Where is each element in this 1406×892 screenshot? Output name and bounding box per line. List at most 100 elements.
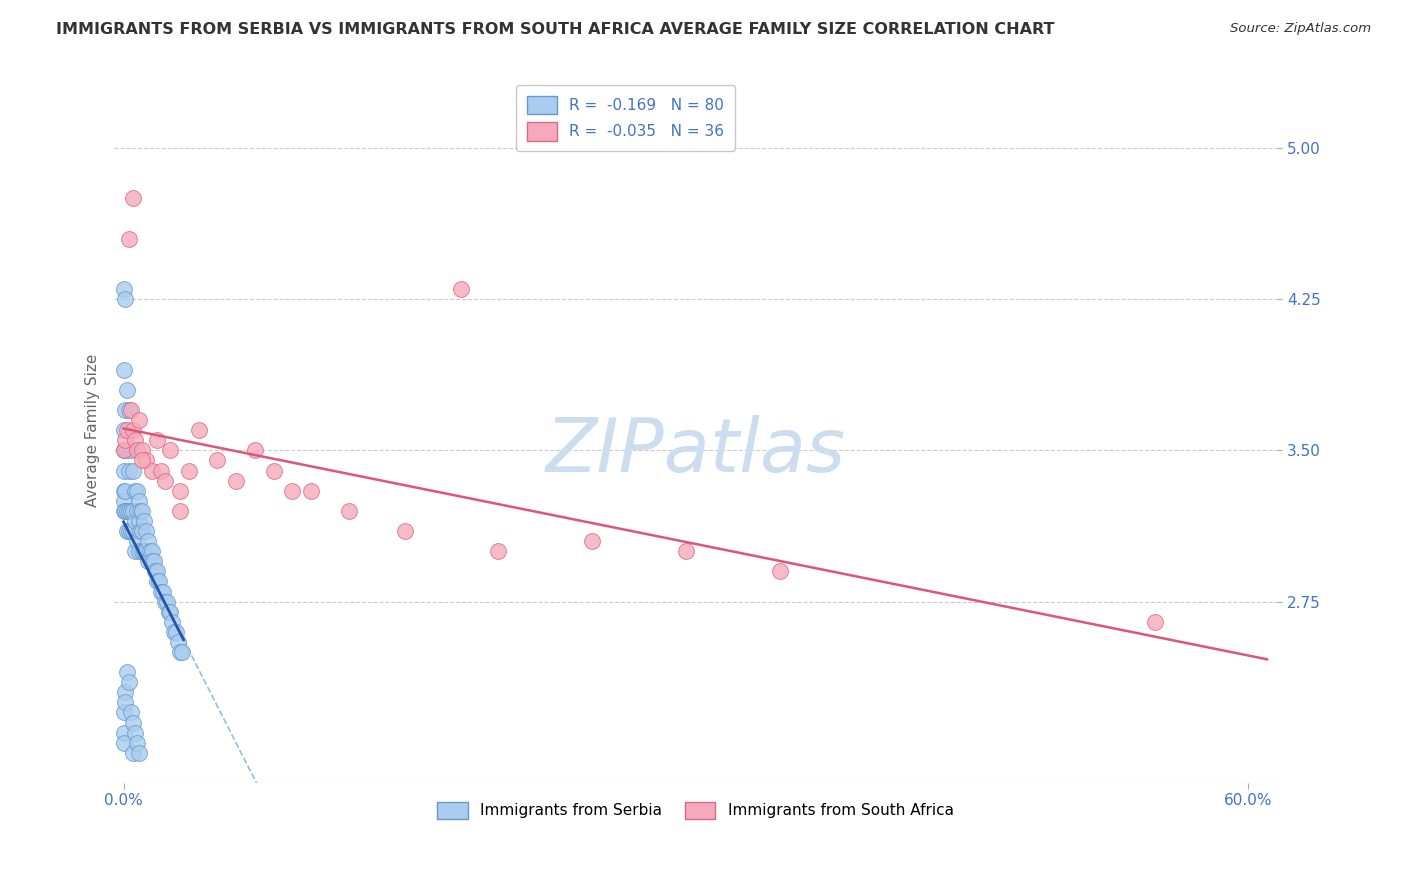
Point <box>169 645 191 659</box>
Point <box>131 453 153 467</box>
Point <box>134 544 156 558</box>
Point <box>129 504 152 518</box>
Point <box>299 483 322 498</box>
Point <box>118 403 141 417</box>
Point <box>122 524 145 538</box>
Point <box>112 483 135 498</box>
Text: IMMIGRANTS FROM SERBIA VS IMMIGRANTS FROM SOUTH AFRICA AVERAGE FAMILY SIZE CORRE: IMMIGRANTS FROM SERBIA VS IMMIGRANTS FRO… <box>56 22 1054 37</box>
Point <box>136 534 159 549</box>
Point <box>156 594 179 608</box>
Point <box>114 443 136 458</box>
Point <box>112 443 135 458</box>
Point <box>159 443 181 458</box>
Point <box>146 434 169 448</box>
Point <box>157 605 180 619</box>
Point <box>146 565 169 579</box>
Point <box>118 232 141 246</box>
Point <box>153 594 176 608</box>
Point <box>125 483 148 498</box>
Point <box>131 443 153 458</box>
Point <box>117 423 139 437</box>
Point <box>148 574 170 589</box>
Point <box>122 423 145 437</box>
Point <box>128 413 150 427</box>
Point <box>124 544 146 558</box>
Point <box>122 746 145 760</box>
Point <box>162 615 184 629</box>
Point <box>117 524 139 538</box>
Point <box>142 554 165 568</box>
Point <box>118 504 141 518</box>
Point <box>150 464 173 478</box>
Point <box>450 282 472 296</box>
Point <box>112 706 135 720</box>
Point <box>112 282 135 296</box>
Point <box>128 544 150 558</box>
Point <box>337 504 360 518</box>
Point <box>146 574 169 589</box>
Point <box>117 443 139 458</box>
Point <box>134 514 156 528</box>
Point <box>112 504 135 518</box>
Point <box>112 363 135 377</box>
Point <box>114 685 136 699</box>
Point <box>117 383 139 397</box>
Point <box>117 665 139 680</box>
Point <box>120 504 142 518</box>
Point <box>159 605 181 619</box>
Point <box>112 464 135 478</box>
Point <box>112 736 135 750</box>
Point <box>152 584 174 599</box>
Point <box>281 483 304 498</box>
Point <box>124 434 146 448</box>
Point <box>153 474 176 488</box>
Point <box>117 504 139 518</box>
Point <box>135 544 157 558</box>
Point <box>225 474 247 488</box>
Point <box>122 715 145 730</box>
Point <box>581 534 603 549</box>
Point <box>163 624 186 639</box>
Point <box>118 524 141 538</box>
Y-axis label: Average Family Size: Average Family Size <box>86 353 100 507</box>
Point <box>167 635 190 649</box>
Point <box>120 524 142 538</box>
Point <box>118 464 141 478</box>
Point <box>128 746 150 760</box>
Point <box>120 403 142 417</box>
Point <box>112 493 135 508</box>
Text: ZIPatlas: ZIPatlas <box>546 416 845 487</box>
Point <box>170 645 193 659</box>
Point <box>139 544 162 558</box>
Point <box>124 483 146 498</box>
Point <box>150 584 173 599</box>
Point <box>122 464 145 478</box>
Point <box>675 544 697 558</box>
Point <box>169 483 191 498</box>
Point <box>129 524 152 538</box>
Point <box>118 675 141 690</box>
Point <box>114 695 136 709</box>
Point <box>114 434 136 448</box>
Point <box>112 725 135 739</box>
Point <box>135 524 157 538</box>
Point <box>114 504 136 518</box>
Point <box>125 443 148 458</box>
Point <box>243 443 266 458</box>
Point <box>394 524 416 538</box>
Point <box>207 453 229 467</box>
Point <box>488 544 510 558</box>
Point <box>165 624 187 639</box>
Point <box>114 292 136 306</box>
Point <box>145 565 167 579</box>
Point <box>141 464 163 478</box>
Point <box>112 423 135 437</box>
Point <box>141 554 163 568</box>
Text: Source: ZipAtlas.com: Source: ZipAtlas.com <box>1230 22 1371 36</box>
Point <box>179 464 201 478</box>
Legend: Immigrants from Serbia, Immigrants from South Africa: Immigrants from Serbia, Immigrants from … <box>432 796 960 825</box>
Point <box>120 443 142 458</box>
Point <box>114 403 136 417</box>
Point <box>124 725 146 739</box>
Point <box>125 504 148 518</box>
